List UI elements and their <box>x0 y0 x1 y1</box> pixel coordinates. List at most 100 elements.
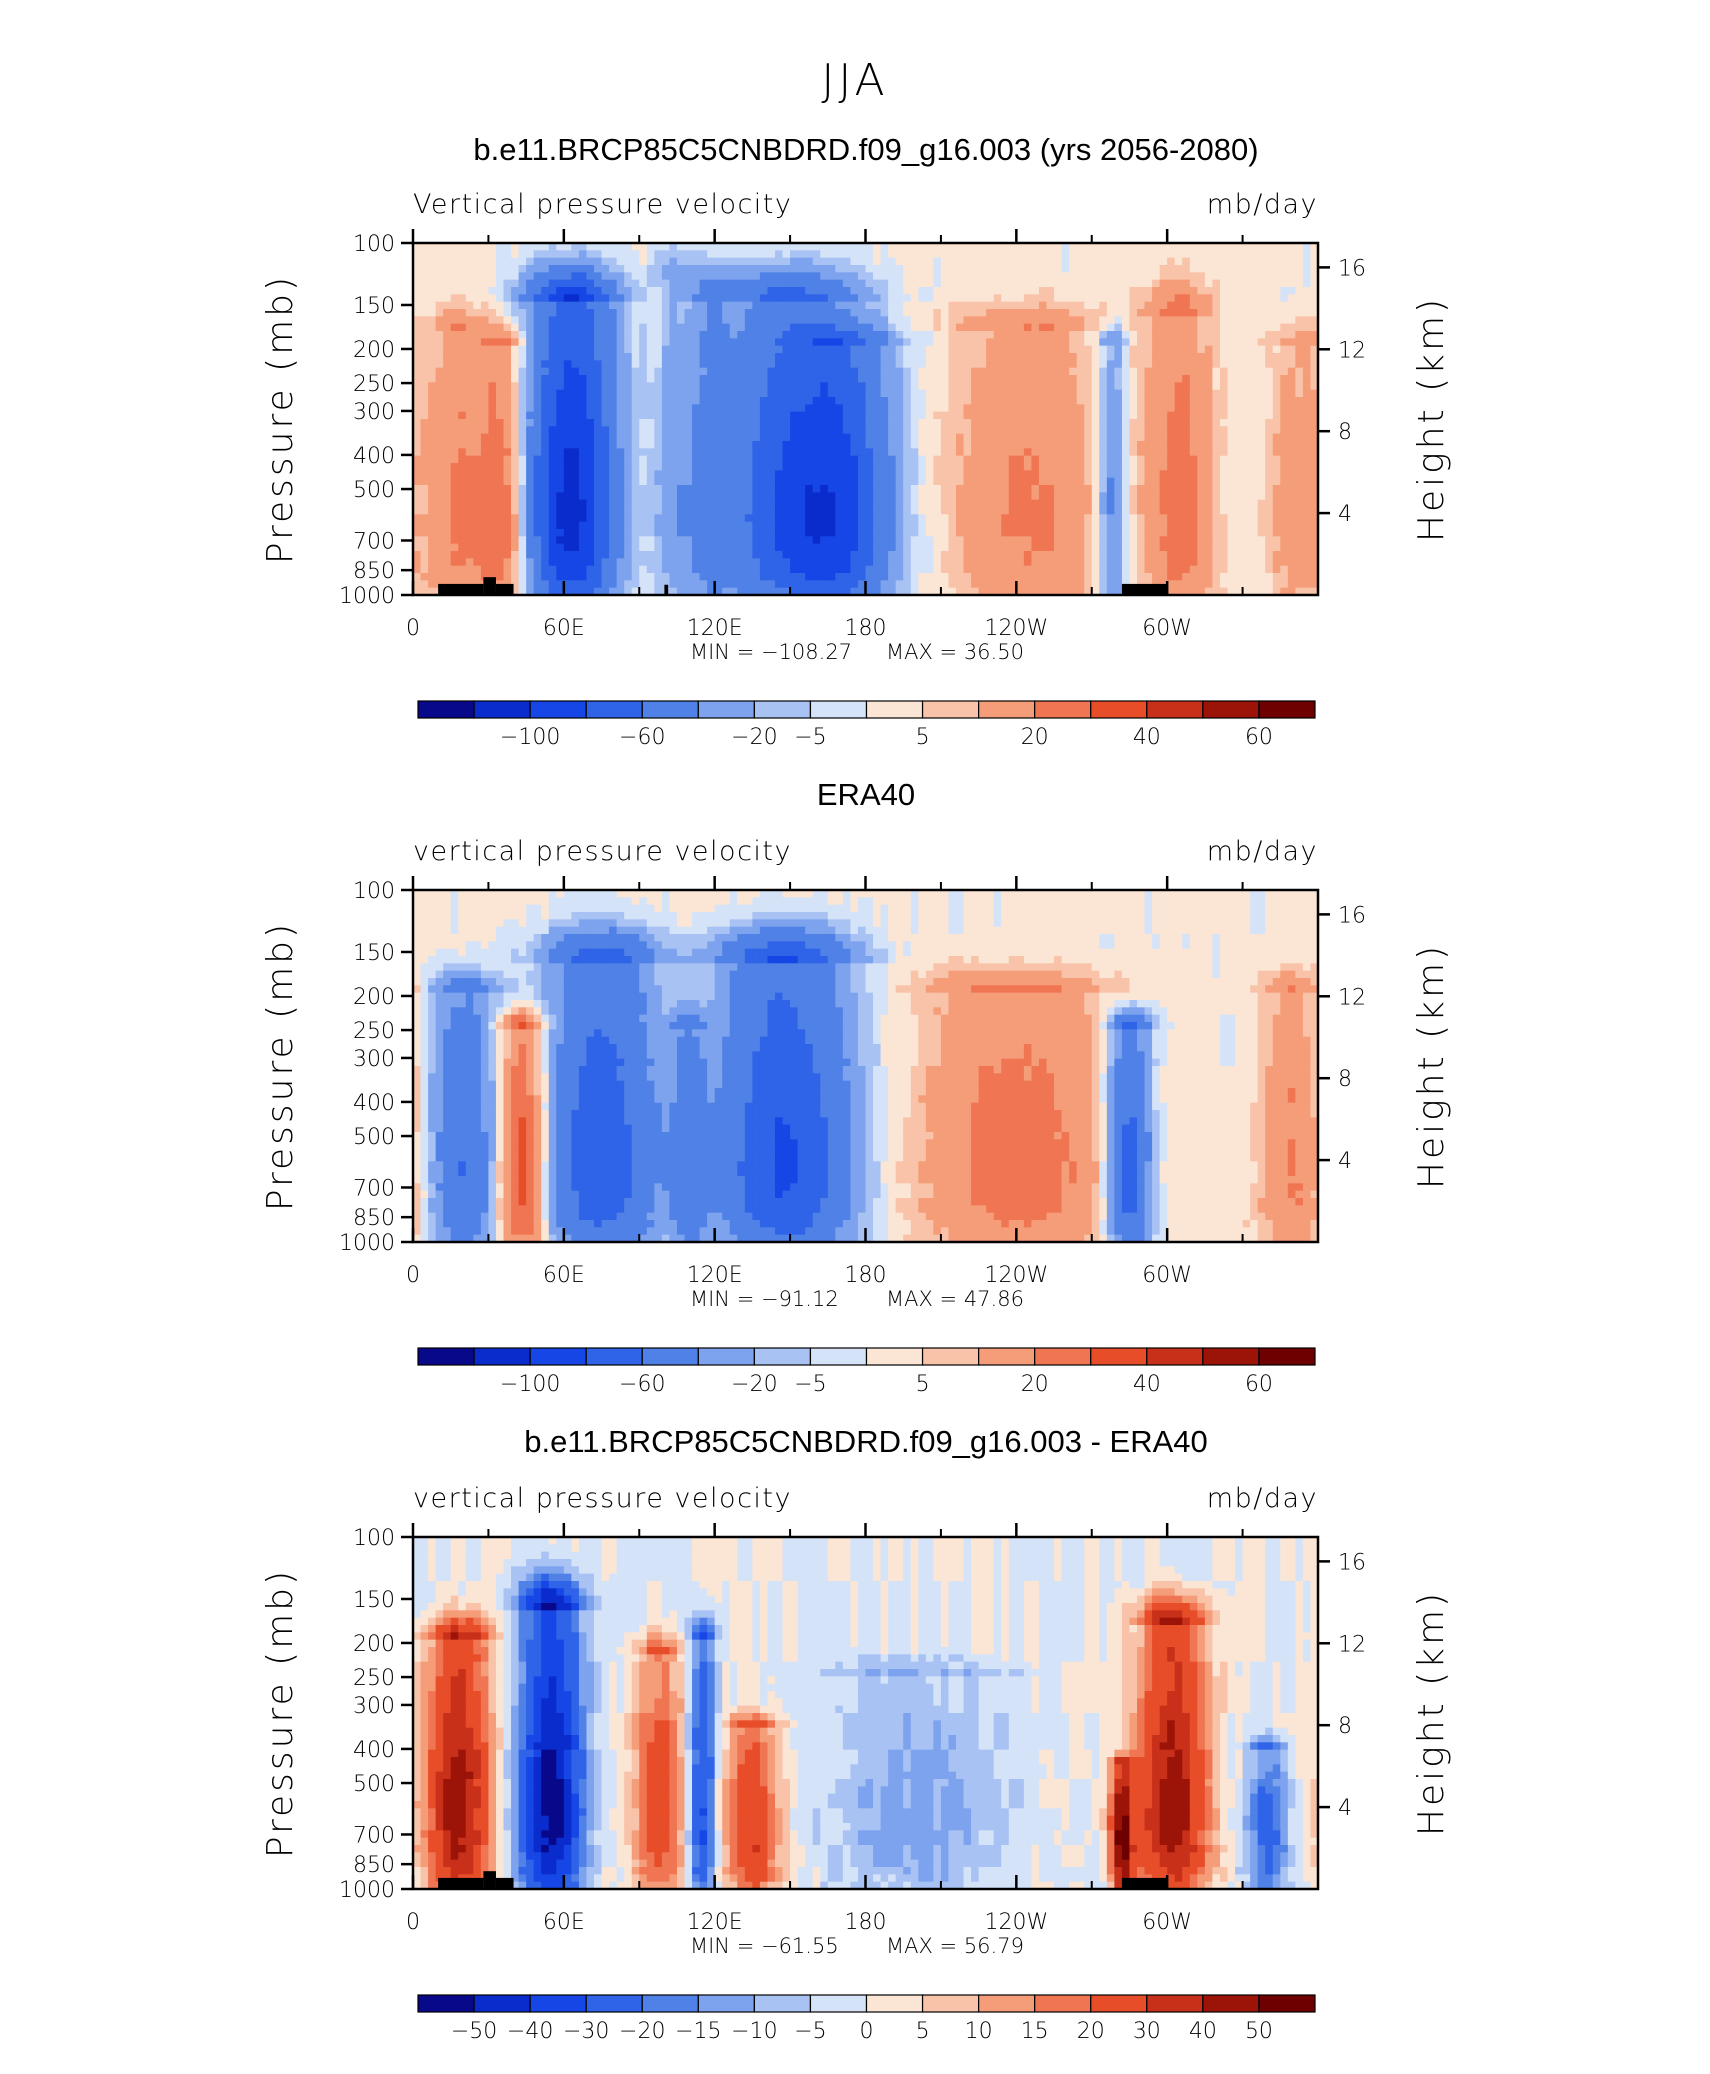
field-cell <box>1295 375 1304 383</box>
field-cell <box>1167 360 1176 369</box>
field-cell <box>450 287 459 295</box>
field-cell <box>1023 360 1033 369</box>
field-cell <box>925 345 934 354</box>
field-cell <box>450 492 459 501</box>
field-cell <box>1091 514 1100 523</box>
field-cell <box>993 448 1002 457</box>
field-cell <box>541 367 550 376</box>
field-cell <box>556 243 565 251</box>
field-cell <box>624 331 633 339</box>
field-cell <box>480 265 490 273</box>
field-cell <box>548 455 557 464</box>
field-cell <box>495 536 505 545</box>
field-cell <box>782 433 791 442</box>
field-cell <box>986 360 995 369</box>
field-cell <box>978 397 987 405</box>
field-cell <box>1302 331 1312 339</box>
field-cell <box>1099 441 1108 449</box>
field-cell <box>775 272 784 281</box>
field-cell <box>586 287 595 295</box>
field-cell <box>435 521 444 530</box>
field-cell <box>910 492 919 501</box>
field-cell <box>744 463 753 471</box>
field-cell <box>767 514 776 523</box>
field-cell <box>1016 463 1025 471</box>
field-cell <box>880 485 889 493</box>
field-cell <box>533 470 542 479</box>
field-cell <box>1227 323 1236 332</box>
field-cell <box>1054 397 1063 405</box>
field-cell <box>639 404 648 413</box>
field-cell <box>654 287 663 295</box>
field-cell <box>465 536 474 545</box>
field-cell <box>1295 331 1304 339</box>
field-cell <box>1257 397 1266 405</box>
field-cell <box>767 382 776 391</box>
field-cell <box>1099 389 1108 398</box>
field-cell <box>963 455 972 464</box>
field-cell <box>940 345 950 354</box>
field-cell <box>1038 272 1048 281</box>
field-cell <box>624 448 633 457</box>
field-cell <box>631 470 640 479</box>
field-cell <box>918 411 927 420</box>
field-cell <box>631 360 640 369</box>
field-cell <box>1235 265 1244 273</box>
field-cell <box>842 470 852 479</box>
field-cell <box>805 279 814 288</box>
field-cell <box>744 433 753 442</box>
field-cell <box>1189 455 1198 464</box>
field-cell <box>910 507 919 515</box>
field-cell <box>714 492 723 501</box>
field-cell <box>971 301 980 310</box>
field-cell <box>1046 309 1055 317</box>
field-cell <box>722 433 731 442</box>
field-cell <box>1061 353 1070 361</box>
field-cell <box>533 287 542 295</box>
field-cell <box>1235 323 1244 332</box>
field-cell <box>1227 338 1236 347</box>
field-cell <box>971 360 980 369</box>
field-cell <box>752 294 761 303</box>
field-cell <box>1242 485 1251 493</box>
field-cell <box>1167 301 1176 310</box>
field-cell <box>759 441 769 449</box>
field-cell <box>428 411 437 420</box>
field-cell <box>1152 433 1161 442</box>
field-cell <box>495 323 505 332</box>
field-cell <box>586 419 595 427</box>
field-cell <box>963 514 972 523</box>
field-cell <box>910 433 919 442</box>
field-cell <box>752 419 761 427</box>
field-cell <box>1099 433 1108 442</box>
field-cell <box>752 301 761 310</box>
field-cell <box>654 529 663 537</box>
field-cell <box>563 323 572 332</box>
field-cell <box>533 426 542 435</box>
field-cell <box>1167 426 1176 435</box>
field-cell <box>1114 404 1123 413</box>
field-cell <box>1137 448 1146 457</box>
field-cell <box>767 316 776 325</box>
field-cell <box>797 279 806 288</box>
field-cell <box>450 294 459 303</box>
field-cell <box>1099 463 1108 471</box>
field-cell <box>1257 441 1266 449</box>
field-cell <box>586 448 595 457</box>
field-cell <box>594 433 603 442</box>
field-cell <box>714 389 723 398</box>
field-cell <box>918 477 927 486</box>
field-cell <box>1182 265 1191 273</box>
field-cell <box>609 411 618 420</box>
field-cell <box>729 353 738 361</box>
field-cell <box>1257 419 1266 427</box>
field-cell <box>986 272 995 281</box>
field-cell <box>940 331 950 339</box>
field-cell <box>631 323 640 332</box>
field-cell <box>910 316 919 325</box>
field-cell <box>699 360 708 369</box>
field-cell <box>903 477 912 486</box>
field-cell <box>1272 316 1281 325</box>
field-cell <box>1054 477 1063 486</box>
field-cell <box>450 309 459 317</box>
